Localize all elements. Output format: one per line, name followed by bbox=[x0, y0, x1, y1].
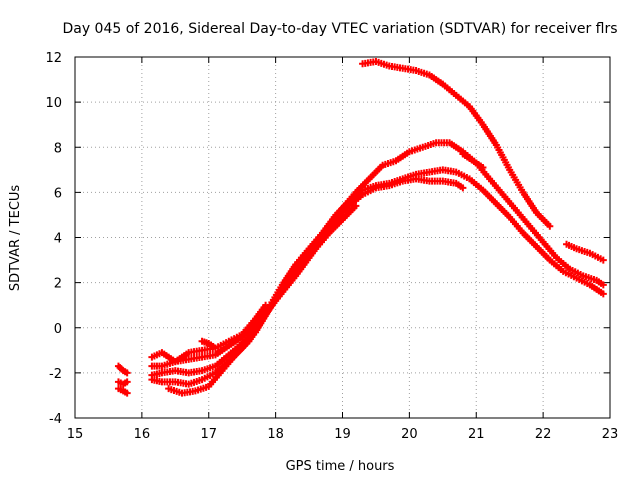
point-markers bbox=[165, 139, 607, 397]
axis-ticks bbox=[74, 56, 611, 419]
series-track-9 bbox=[459, 150, 487, 172]
y-tick-label: -2 bbox=[49, 367, 62, 382]
point-markers bbox=[359, 58, 554, 230]
x-tick-label: 20 bbox=[401, 427, 418, 442]
y-tick-labels: -4 -2 0 2 4 6 8 10 12 bbox=[45, 51, 62, 427]
grid-lines bbox=[75, 57, 610, 418]
series-track-11 bbox=[563, 240, 607, 264]
x-tick-label: 22 bbox=[535, 427, 552, 442]
x-tick-label: 17 bbox=[200, 427, 217, 442]
series-track-12 bbox=[198, 337, 219, 352]
series-track-3 bbox=[114, 385, 131, 397]
x-tick-label: 19 bbox=[334, 427, 351, 442]
x-tick-label: 23 bbox=[602, 427, 619, 442]
point-markers bbox=[198, 337, 219, 352]
x-tick-labels: 15 16 17 18 19 20 21 22 23 bbox=[67, 427, 619, 442]
x-tick-label: 21 bbox=[468, 427, 485, 442]
series-track-2 bbox=[114, 378, 131, 388]
y-tick-label: -4 bbox=[49, 412, 62, 427]
point-markers bbox=[459, 150, 487, 172]
y-tick-label: 6 bbox=[54, 186, 62, 201]
y-tick-label: 12 bbox=[45, 51, 62, 66]
x-tick-label: 16 bbox=[134, 427, 151, 442]
y-tick-label: 2 bbox=[54, 277, 62, 292]
series-track-1 bbox=[114, 362, 131, 377]
y-tick-label: 8 bbox=[54, 141, 62, 156]
y-axis-label: SDTVAR / TECUs bbox=[8, 185, 23, 292]
x-tick-label: 15 bbox=[67, 427, 84, 442]
data-points bbox=[114, 58, 607, 397]
point-markers bbox=[114, 378, 131, 388]
y-tick-label: 10 bbox=[45, 96, 62, 111]
point-markers bbox=[563, 240, 607, 264]
y-tick-label: 4 bbox=[54, 232, 62, 247]
point-markers bbox=[114, 385, 131, 397]
series-track-10 bbox=[359, 58, 554, 230]
chart-title: Day 045 of 2016, Sidereal Day-to-day VTE… bbox=[62, 21, 617, 37]
series-track-8 bbox=[165, 139, 607, 397]
x-tick-label: 18 bbox=[267, 427, 284, 442]
y-tick-label: 0 bbox=[54, 322, 62, 337]
point-markers bbox=[114, 362, 131, 377]
x-axis-label: GPS time / hours bbox=[286, 459, 395, 474]
